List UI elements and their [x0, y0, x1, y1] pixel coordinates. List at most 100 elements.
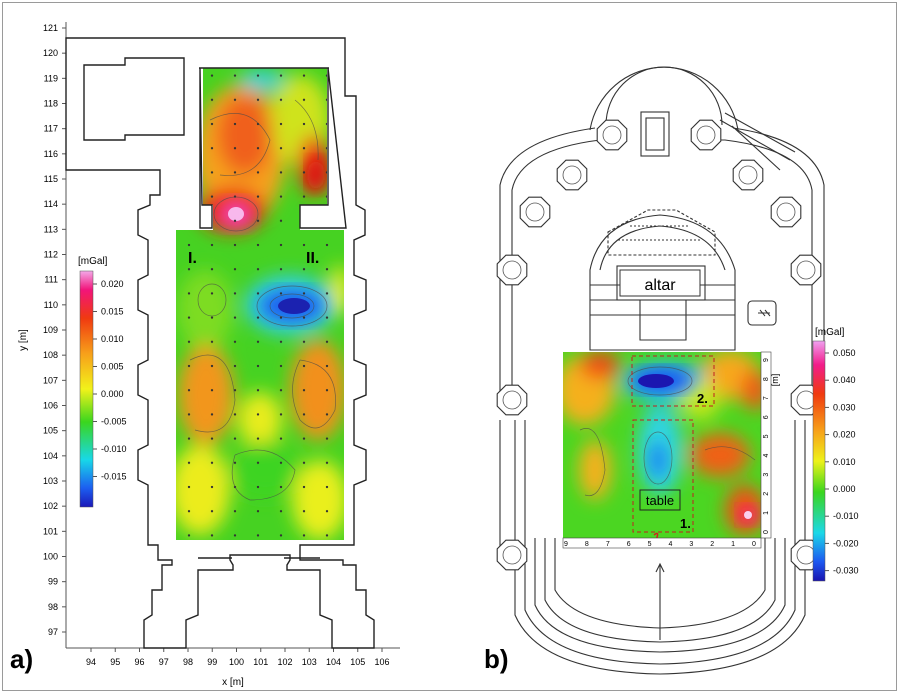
grid-x-ticks: 9 8 7 6 5 4 3 2 1 0 — [562, 537, 762, 549]
x-axis-ticks: 94 95 96 97 98 99 100 101 102 103 104 105 106 — [86, 648, 390, 667]
grid-y-tick-label: 3 — [763, 473, 770, 477]
pillar — [732, 159, 764, 191]
colorbar-tick-label: -0.020 — [833, 538, 859, 548]
grid-x-tick-label: 4 — [668, 541, 672, 548]
x-tick-label: 102 — [277, 657, 292, 667]
building-outline-a — [65, 37, 375, 649]
pillar — [519, 196, 551, 228]
colorbar-tick-label: 0.030 — [833, 402, 856, 412]
y-tick-label: 100 — [43, 552, 58, 562]
colorbar-a-ticks: 0.020 0.015 0.010 0.005 0.000 -0.005 -0.010 -0.… — [93, 279, 127, 482]
marker-label-1: 1. — [680, 516, 691, 531]
colorbar-tick-label: -0.010 — [101, 444, 127, 454]
colorbar-tick-label: -0.005 — [101, 417, 127, 427]
colorbar-tick-label: 0.005 — [101, 362, 124, 372]
x-axis-label: x [m] — [222, 677, 244, 688]
x-tick-label: 95 — [110, 657, 120, 667]
y-tick-label: 121 — [43, 23, 58, 33]
y-tick-label: 103 — [43, 476, 58, 486]
church-plan-b — [499, 66, 825, 675]
grid-y-tick-label: 4 — [763, 454, 770, 458]
colorbar-tick-label: -0.015 — [101, 472, 127, 482]
colorbar-tick-label: 0.010 — [101, 334, 124, 344]
north-arrow-icon — [758, 309, 771, 317]
y-tick-label: 98 — [48, 602, 58, 612]
y-axis-label: y [m] — [18, 329, 29, 351]
pillar — [496, 539, 528, 571]
y-tick-label: 102 — [43, 501, 58, 511]
grid-x-tick-label: 3 — [689, 541, 693, 548]
y-tick-label: 109 — [43, 325, 58, 335]
y-tick-label: 97 — [48, 627, 58, 637]
y-tick-label: 115 — [44, 174, 58, 184]
y-axis-ticks: 97 98 99 100 101 102 103 104 105 106 107 108 109 110 1… — [43, 23, 66, 637]
colorbar-a — [79, 270, 94, 508]
pillar — [496, 384, 528, 416]
colorbar-tick-label: 0.050 — [833, 348, 856, 358]
x-tick-label: 101 — [253, 657, 268, 667]
colorbar-tick-label: 0.040 — [833, 375, 856, 385]
y-tick-label: 112 — [44, 250, 58, 260]
grid-x-tick-label: 9 — [564, 541, 568, 548]
grid-x-tick-label: 2 — [710, 541, 714, 548]
gravity-map-a — [176, 68, 344, 540]
colorbar-tick-label: -0.030 — [833, 566, 859, 576]
panel-a-label: a) — [10, 644, 33, 674]
grid-y-tick-label: 7 — [763, 396, 770, 400]
colorbar-tick-label: 0.010 — [833, 457, 856, 467]
colorbar-tick-label: 0.000 — [833, 484, 856, 494]
x-tick-label: 97 — [159, 657, 169, 667]
y-tick-label: 116 — [44, 149, 58, 159]
pillar — [770, 196, 802, 228]
colorbar-b-unit: [mGal] — [815, 327, 845, 338]
y-tick-label: 117 — [44, 124, 58, 134]
colorbar-tick-label: 0.020 — [101, 279, 124, 289]
x-tick-label: 99 — [207, 657, 217, 667]
colorbar-a-unit: [mGal] — [78, 256, 108, 267]
x-tick-label: 104 — [326, 657, 341, 667]
pillar — [496, 254, 528, 286]
pillar — [790, 254, 822, 286]
y-tick-label: 114 — [44, 199, 58, 209]
grid-unit-label: [m] — [770, 374, 780, 387]
y-tick-label: 119 — [44, 73, 58, 83]
x-tick-label: 96 — [134, 657, 144, 667]
colorbar-b-ticks: 0.050 0.040 0.030 0.020 0.010 0.000 -0.010 -0.0… — [825, 348, 859, 576]
grid-y-tick-label: 0 — [763, 530, 770, 534]
pillar — [556, 159, 588, 191]
pillar — [690, 119, 722, 151]
pillar — [596, 119, 628, 151]
zone-label-ii: II. — [306, 250, 319, 267]
x-tick-label: 106 — [374, 657, 389, 667]
panel-b: altar — [484, 66, 859, 675]
y-tick-label: 105 — [43, 426, 58, 436]
grid-y-tick-label: 8 — [763, 377, 770, 381]
x-tick-label: 100 — [229, 657, 244, 667]
y-tick-label: 99 — [48, 577, 58, 587]
grid-y-tick-label: 6 — [763, 415, 770, 419]
altar-label: altar — [644, 277, 676, 294]
x-tick-label: 105 — [350, 657, 365, 667]
y-tick-label: 106 — [43, 401, 58, 411]
colorbar-tick-label: 0.020 — [833, 430, 856, 440]
x-tick-label: 94 — [86, 657, 96, 667]
y-tick-label: 107 — [43, 375, 58, 385]
marker-label-2: 2. — [697, 391, 708, 406]
gravity-map-b — [563, 352, 761, 538]
grid-x-tick-label: 6 — [627, 541, 631, 548]
grid-x-tick-label: 5 — [648, 541, 652, 548]
grid-y-tick-label: 2 — [763, 492, 770, 496]
grid-y-tick-label: 9 — [763, 358, 770, 362]
colorbar-tick-label: 0.015 — [101, 307, 124, 317]
panel-b-label: b) — [484, 644, 509, 674]
y-tick-label: 104 — [43, 451, 58, 461]
y-tick-label: 118 — [44, 99, 58, 109]
grid-x-tick-label: 8 — [585, 541, 589, 548]
colorbar-b — [812, 340, 826, 582]
grid-y-tick-label: 1 — [763, 511, 770, 515]
grid-y-tick-label: 5 — [763, 434, 770, 438]
y-tick-label: 110 — [44, 300, 58, 310]
grid-x-tick-label: 7 — [606, 541, 610, 548]
y-tick-label: 108 — [43, 350, 58, 360]
